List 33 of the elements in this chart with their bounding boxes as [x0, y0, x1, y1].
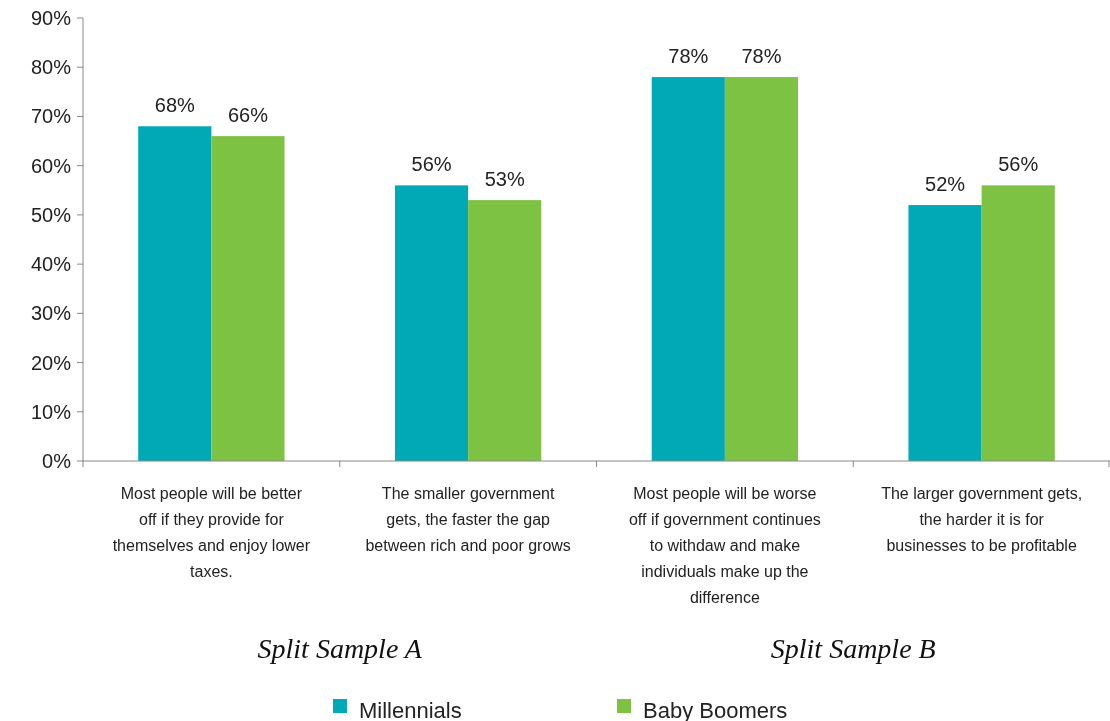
text: 56% — [998, 153, 1039, 176]
bar — [394, 185, 469, 461]
text: 78% — [741, 45, 782, 68]
bar — [908, 205, 982, 461]
y-tick-label: 90% — [30, 7, 72, 29]
bar — [211, 136, 285, 461]
text: 68% — [154, 94, 195, 117]
y-tick-label: 50% — [30, 203, 72, 226]
text: 53% — [484, 168, 525, 191]
y-tick-label: 20% — [30, 351, 72, 374]
text: 56% — [411, 153, 452, 176]
bar — [468, 200, 542, 461]
text: 66% — [227, 104, 268, 127]
y-tick-label: 60% — [30, 154, 72, 177]
y-tick-label: 70% — [30, 105, 72, 128]
y-tick-label: 10% — [30, 400, 72, 423]
text: 52% — [925, 173, 966, 196]
y-tick-label: 40% — [30, 253, 72, 276]
text: Split Sample A — [257, 633, 423, 664]
x-tick-label: Most people will be worse off if government continues to withdaw and make individuals make up the difference — [628, 485, 821, 606]
legend-label: Millennials — [359, 697, 462, 721]
bar — [138, 126, 212, 461]
bar — [981, 185, 1055, 461]
y-tick-label: 0% — [42, 450, 72, 472]
text: Split Sample B — [770, 633, 936, 664]
x-tick-label: The smaller government gets, the faster the gap between rich and poor grows — [365, 485, 571, 554]
y-tick-label: 80% — [30, 56, 72, 79]
x-tick-label: Most people will be better off if they provide for themselves and enjoy lower taxes. — [112, 485, 311, 580]
bar — [724, 77, 799, 461]
bar — [651, 77, 725, 461]
text: 78% — [668, 45, 709, 68]
y-tick-label: 30% — [30, 302, 72, 325]
x-tick-label: The larger government gets, the harder it is for businesses to be profitable — [881, 485, 1083, 554]
